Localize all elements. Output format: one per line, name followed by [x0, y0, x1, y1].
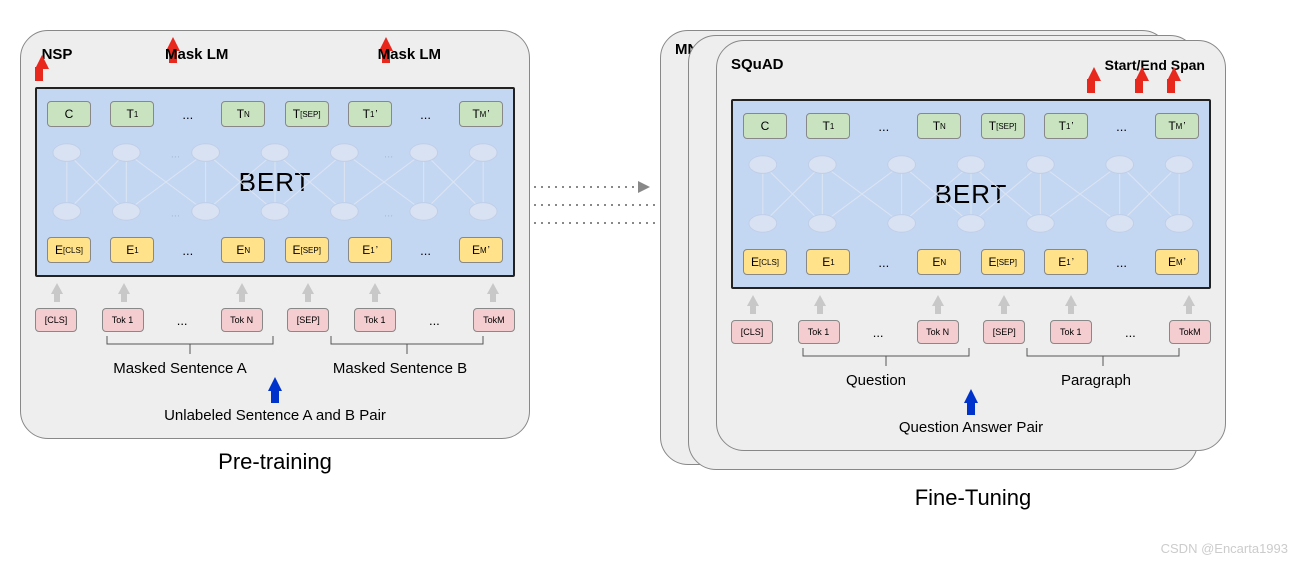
out-c-r: C: [743, 113, 787, 139]
pretraining-card: NSP Mask LM Mask LM C T1 ... TN T[SEP]: [20, 30, 530, 439]
svg-text:...: ...: [384, 149, 393, 161]
blue-arrow-left: [35, 377, 515, 403]
tok-m-r: TokM: [1169, 320, 1211, 344]
stack-card-squad: SQuAD Start/End Span C T1 ... TN T[SEP]: [716, 40, 1226, 451]
finetuning-stack: MNLI NER SQuAD Start/End Span C: [660, 30, 1230, 475]
svg-text:...: ...: [171, 207, 180, 219]
token-row-left: [CLS] Tok 1 ... Tok N [SEP] Tok 1 ... To…: [35, 308, 515, 332]
masklm-label-1: Mask LM: [165, 46, 228, 63]
tok-n-r: Tok N: [917, 320, 959, 344]
watermark: CSDN @Encarta1993: [1161, 541, 1288, 556]
dots: ...: [420, 313, 448, 328]
bottom-caption-right: Question Answer Pair: [731, 419, 1211, 436]
svg-text:...: ...: [171, 149, 180, 161]
embed-row-left: E[CLS] E1 ... EN E[SEP] E1’ ... EM’: [47, 237, 503, 263]
e-mp: EM’: [459, 237, 503, 263]
e-mp-r: EM’: [1155, 249, 1199, 275]
e-cls: E[CLS]: [47, 237, 91, 263]
blue-arrow-right: [731, 389, 1211, 415]
svg-text:...: ...: [384, 207, 393, 219]
out-tn: TN: [221, 101, 265, 127]
out-t1-r: T1: [806, 113, 850, 139]
tok-cls-r: [CLS]: [731, 320, 773, 344]
e-n-r: EN: [917, 249, 961, 275]
tok-1a: Tok 1: [102, 308, 144, 332]
tok-1b: Tok 1: [354, 308, 396, 332]
masklm-label-2: Mask LM: [378, 46, 441, 63]
bracket-left: [35, 334, 515, 360]
e-1p-r: E1’: [1044, 249, 1088, 275]
out-tsep-r: T[SEP]: [981, 113, 1025, 139]
dots: ...: [412, 243, 440, 258]
group-a-label-r: Question: [786, 372, 966, 389]
gray-arrows-left: [35, 283, 515, 302]
e-1: E1: [110, 237, 154, 263]
bracket-right: [731, 346, 1211, 372]
e-sep-r: E[SEP]: [981, 249, 1025, 275]
tok-sep-r: [SEP]: [983, 320, 1025, 344]
bert-box-right: C T1 ... TN T[SEP] T1’ ... TM’: [731, 99, 1211, 289]
bert-title-left: BERT: [47, 167, 503, 198]
output-row-left: C T1 ... TN T[SEP] T1’ ... TM’: [47, 101, 503, 127]
out-tmp-r: TM’: [1155, 113, 1199, 139]
gray-arrows-right: [731, 295, 1211, 314]
e-1p: E1’: [348, 237, 392, 263]
dots: ...: [174, 107, 202, 122]
tok-cls: [CLS]: [35, 308, 77, 332]
tok-n: Tok N: [221, 308, 263, 332]
dots: ...: [174, 243, 202, 258]
tok-1b-r: Tok 1: [1050, 320, 1092, 344]
out-c: C: [47, 101, 91, 127]
bert-title-right: BERT: [743, 179, 1199, 210]
finetuning-caption: Fine-Tuning: [716, 485, 1230, 511]
bottom-caption-left: Unlabeled Sentence A and B Pair: [35, 407, 515, 424]
pretraining-panel: NSP Mask LM Mask LM C T1 ... TN T[SEP]: [20, 30, 530, 475]
e-cls-r: E[CLS]: [743, 249, 787, 275]
e-n: EN: [221, 237, 265, 263]
tok-sep: [SEP]: [287, 308, 329, 332]
nsp-arrow: [35, 55, 79, 81]
group-b-label: Masked Sentence B: [310, 360, 490, 377]
diagram-stage: NSP Mask LM Mask LM C T1 ... TN T[SEP]: [20, 30, 1288, 511]
group-b-label-r: Paragraph: [1006, 372, 1186, 389]
out-t1p: T1’: [348, 101, 392, 127]
transfer-arrows: [530, 30, 660, 460]
out-t1: T1: [110, 101, 154, 127]
output-row-right: C T1 ... TN T[SEP] T1’ ... TM’: [743, 113, 1199, 139]
finetuning-panel: MNLI NER SQuAD Start/End Span C: [660, 30, 1230, 511]
out-tmp: TM’: [459, 101, 503, 127]
tok-m: TokM: [473, 308, 515, 332]
token-row-right: [CLS] Tok 1 ... Tok N [SEP] Tok 1 ... To…: [731, 320, 1211, 344]
stack-label-squad: SQuAD: [731, 56, 784, 73]
dots: ...: [412, 107, 440, 122]
out-tn-r: TN: [917, 113, 961, 139]
out-t1p-r: T1’: [1044, 113, 1088, 139]
group-a-label: Masked Sentence A: [90, 360, 270, 377]
embed-row-right: E[CLS] E1 ... EN E[SEP] E1’ ... EM’: [743, 249, 1199, 275]
out-tsep: T[SEP]: [285, 101, 329, 127]
dots: ...: [168, 313, 196, 328]
pretraining-caption: Pre-training: [20, 449, 530, 475]
tok-1a-r: Tok 1: [798, 320, 840, 344]
bert-box-left: C T1 ... TN T[SEP] T1’ ... TM’: [35, 87, 515, 277]
e-1-r: E1: [806, 249, 850, 275]
e-sep: E[SEP]: [285, 237, 329, 263]
